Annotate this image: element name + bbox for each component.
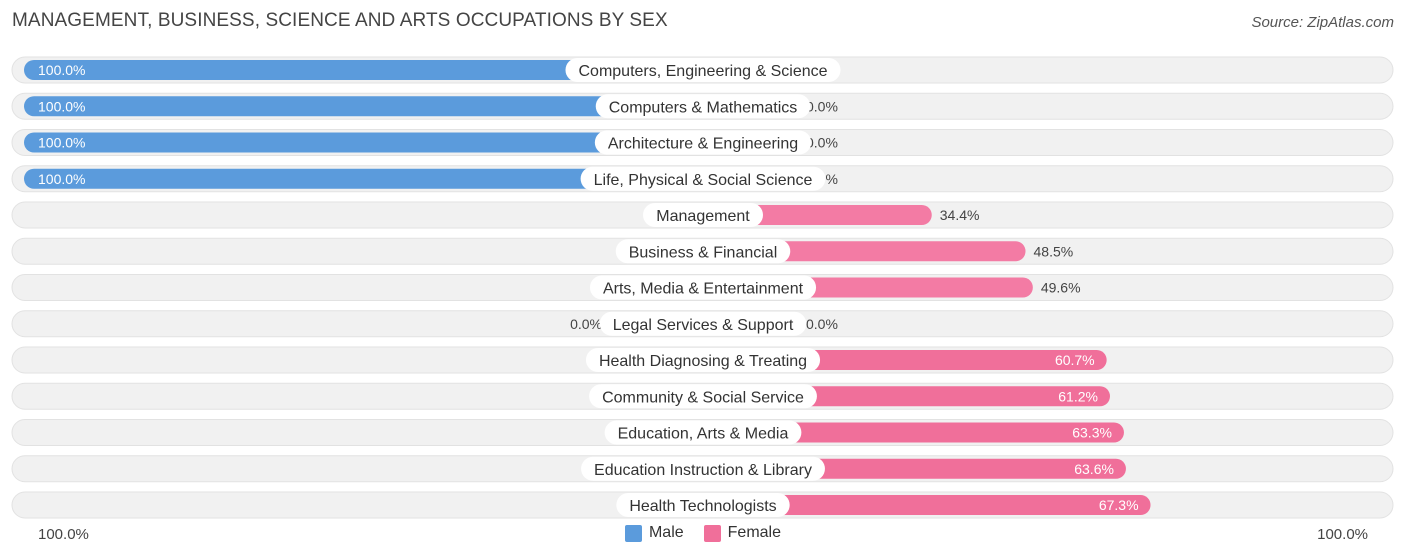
female-value-label: 0.0% [806, 98, 838, 114]
category-label: Business & Financial [629, 244, 778, 261]
category-label: Education Instruction & Library [594, 462, 812, 479]
legend-item-male: Male [624, 524, 684, 542]
chart-source: Source: ZipAtlas.com [1251, 14, 1394, 31]
category-label: Community & Social Service [602, 389, 804, 406]
axis-label-left: 100.0% [38, 526, 89, 543]
category-label: Health Technologists [629, 498, 776, 515]
category-label: Arts, Media & Entertainment [603, 281, 804, 298]
female-value-label: 63.6% [1074, 461, 1114, 477]
male-bar [24, 168, 703, 189]
male-value-label: 100.0% [38, 171, 85, 187]
female-value-label: 48.5% [1034, 243, 1074, 259]
legend: Male Female [0, 524, 1406, 542]
category-pill [565, 58, 841, 82]
category-label: Management [656, 208, 750, 225]
category-label: Architecture & Engineering [608, 136, 798, 153]
category-pill [643, 203, 763, 227]
category-label: Life, Physical & Social Science [594, 172, 813, 189]
category-pill [589, 384, 817, 409]
female-value-label: 67.3% [1099, 497, 1139, 513]
category-pill [585, 348, 821, 372]
category-label: Computers, Engineering & Science [578, 63, 827, 80]
axis-label-right: 100.0% [1317, 526, 1368, 543]
female-bar [703, 495, 1151, 515]
male-bar [24, 60, 703, 80]
category-pill [616, 493, 790, 517]
legend-swatch-male [624, 524, 642, 542]
male-value-label: 0.0% [570, 316, 602, 332]
male-value-label: 100.0% [38, 135, 85, 151]
female-value-label: 0.0% [806, 135, 838, 151]
female-value-label: 34.4% [940, 207, 980, 223]
female-value-label: 61.2% [1058, 388, 1098, 404]
male-value-label: 100.0% [38, 98, 85, 114]
category-label: Computers & Mathematics [609, 99, 798, 116]
category-pill [604, 420, 802, 445]
male-bar [24, 96, 703, 117]
legend-label-male: Male [648, 524, 684, 541]
male-value-label: 100.0% [38, 62, 85, 78]
female-value-label: 60.7% [1055, 352, 1095, 368]
category-pill [589, 275, 817, 300]
category-pill [581, 456, 825, 481]
category-pill [595, 94, 811, 119]
female-value-label: 49.6% [1041, 280, 1081, 296]
female-value-label: 63.3% [1072, 425, 1112, 441]
male-bar [24, 132, 703, 153]
category-pill [580, 166, 826, 191]
category-label: Health Diagnosing & Treating [599, 353, 807, 370]
category-pill [599, 311, 807, 336]
category-label: Legal Services & Support [613, 317, 794, 334]
category-pill [594, 130, 812, 155]
female-value-label: 0.0% [806, 316, 838, 332]
category-label: Education, Arts & Media [618, 426, 789, 443]
category-pill [615, 239, 791, 264]
female-bar [703, 422, 1124, 443]
chart-title: MANAGEMENT, BUSINESS, SCIENCE AND ARTS O… [12, 10, 668, 31]
legend-swatch-female [703, 524, 721, 542]
legend-label-female: Female [727, 524, 782, 541]
legend-item-female: Female [703, 524, 782, 542]
diverging-bar-chart: 100.0% 0.0% Computers, Engineering & Scien… [11, 56, 1394, 519]
